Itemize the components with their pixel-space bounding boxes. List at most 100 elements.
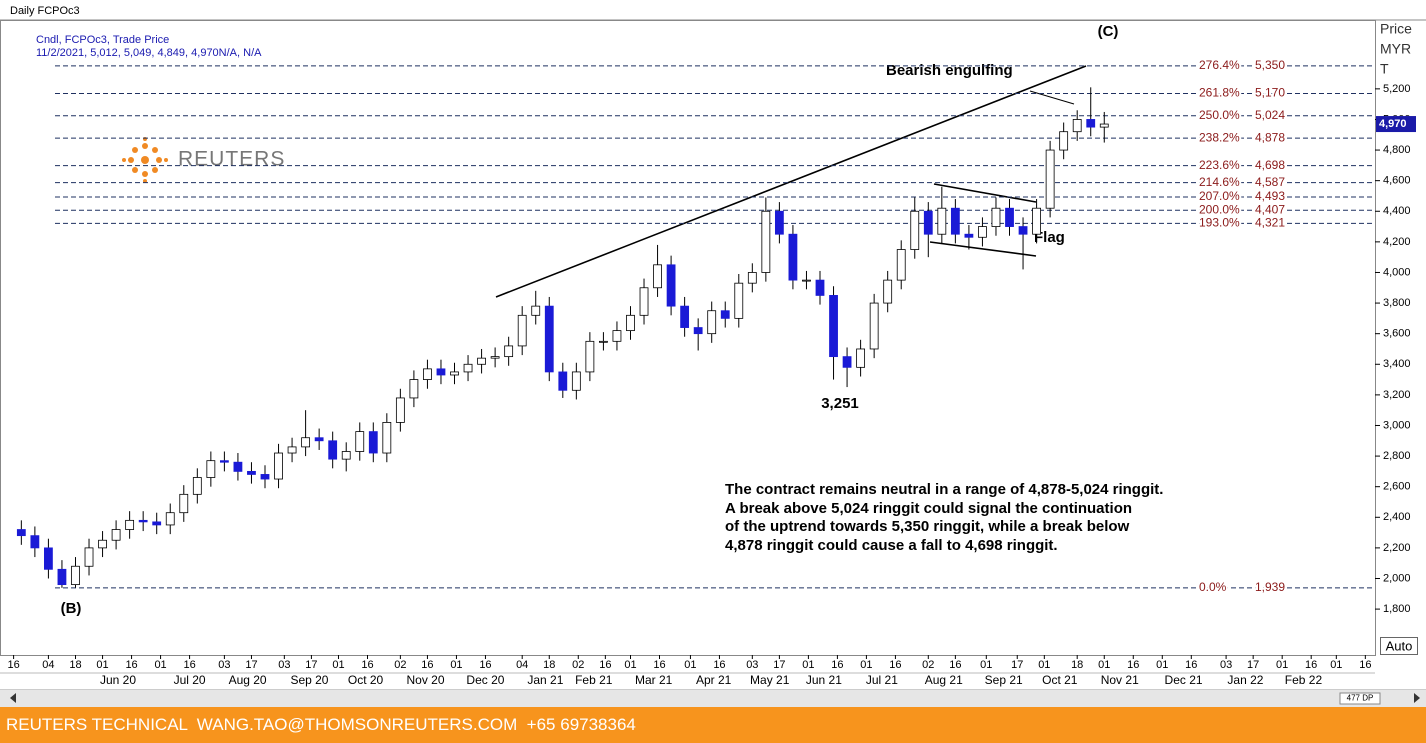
month-label: Nov 21: [1101, 673, 1139, 687]
x-tick-label: 01: [154, 659, 166, 671]
x-tick-label: 16: [125, 659, 137, 671]
trendlines: [495, 65, 1087, 298]
x-tick-label: 03: [746, 659, 758, 671]
month-label: Aug 21: [925, 673, 963, 687]
candle-body: [599, 340, 608, 343]
x-tick-label: 02: [394, 659, 406, 671]
x-tick-label: 01: [1330, 659, 1342, 671]
candle-body: [653, 264, 662, 289]
month-label: Nov 20: [406, 673, 444, 687]
level-pct: 200.0%: [1199, 202, 1240, 216]
month-label: Dec 21: [1165, 673, 1203, 687]
level-value: 5,024: [1255, 108, 1285, 122]
candle-body: [125, 519, 135, 530]
candle-body: [991, 207, 1001, 227]
level-pct: 214.6%: [1199, 175, 1240, 189]
scroll-thumb[interactable]: [1339, 692, 1381, 705]
x-tick-label: 17: [1011, 659, 1023, 671]
candle-body: [192, 477, 202, 495]
scroll-track[interactable]: [0, 690, 1426, 707]
axis-title: T: [1380, 61, 1389, 77]
month-label: Jun 21: [806, 673, 842, 687]
level-value: 4,878: [1255, 130, 1285, 144]
y-tick-label: 3,600: [1383, 328, 1411, 340]
scroll-left[interactable]: [10, 693, 16, 703]
candle-body: [1072, 119, 1082, 133]
scrollbar[interactable]: 477 DP: [0, 690, 1426, 707]
x-tick-label: 01: [1098, 659, 1110, 671]
auto-button[interactable]: Auto: [1380, 637, 1418, 655]
month-label: Dec 20: [466, 673, 504, 687]
candle-body: [274, 452, 283, 480]
month-label: Feb 22: [1285, 673, 1323, 687]
x-tick-label: 01: [1156, 659, 1168, 671]
candle-body: [571, 371, 581, 391]
x-tick-label: 16: [183, 659, 195, 671]
level-value: 4,321: [1255, 216, 1285, 230]
candle-body: [964, 233, 974, 238]
y-tick-label: 4,600: [1383, 175, 1411, 187]
candle-body: [16, 529, 26, 537]
window-title: Daily FCPOc3: [10, 5, 80, 17]
legend-line: Cndl, FCPOc3, Trade Price: [36, 34, 169, 46]
candle-body: [1018, 226, 1028, 235]
candle-body: [1032, 207, 1041, 235]
candles: [16, 87, 1109, 588]
month-label: Jan 22: [1227, 673, 1263, 687]
candle-body: [368, 431, 378, 454]
level-pct: 207.0%: [1199, 189, 1240, 203]
candle-body: [328, 440, 338, 460]
candle-body: [1005, 207, 1014, 227]
level-value: 1,939: [1255, 580, 1285, 594]
commentary-line: 4,878 ringgit could cause a fall to 4,69…: [725, 537, 1058, 554]
month-label: Sep 20: [290, 673, 328, 687]
candle-body: [937, 207, 947, 235]
button-label[interactable]: Auto: [1386, 638, 1413, 653]
x-tick-label: 02: [922, 659, 934, 671]
candle-body: [734, 282, 744, 319]
x-tick-label: 16: [1305, 659, 1317, 671]
candle-body: [111, 529, 121, 541]
commentary: The contract remains neutral in a range …: [725, 481, 1163, 554]
level-value: 5,170: [1255, 86, 1285, 100]
x-tick-label: 04: [42, 659, 54, 671]
candle-body: [355, 431, 365, 452]
month-label: Oct 20: [348, 673, 384, 687]
y-tick-label: 4,000: [1383, 266, 1411, 278]
candle-body: [802, 279, 811, 282]
x-tick-label: 02: [572, 659, 584, 671]
level-value: 4,587: [1255, 175, 1285, 189]
y-tick-label: 2,800: [1383, 450, 1411, 462]
month-label: Jul 20: [174, 673, 206, 687]
x-tick-label: 01: [684, 659, 696, 671]
candle-body: [301, 437, 311, 448]
candle-body: [287, 446, 297, 454]
candle-body: [842, 356, 852, 368]
level-value: 4,698: [1255, 158, 1285, 172]
pointer-line: [1029, 90, 1075, 105]
candle-body: [815, 279, 825, 296]
candle-body: [477, 357, 486, 365]
candle-body: [395, 397, 405, 423]
level-value: 5,350: [1255, 58, 1285, 72]
candle-body: [341, 451, 351, 460]
level-pct: 238.2%: [1199, 130, 1240, 144]
scroll-right[interactable]: [1414, 693, 1420, 703]
annotation: 3,251: [821, 395, 859, 412]
button-frame[interactable]: [1380, 637, 1418, 655]
logo-icon: [122, 137, 168, 183]
x-tick-label: 16: [421, 659, 433, 671]
level-pct: 261.8%: [1199, 86, 1240, 100]
x-tick-label: 16: [713, 659, 725, 671]
candle-body: [720, 310, 730, 319]
flag-line: [933, 183, 1037, 203]
candle-body: [179, 493, 189, 514]
last-price-label: 4,970: [1379, 118, 1407, 130]
x-tick-label: 01: [1038, 659, 1050, 671]
candle-body: [869, 302, 879, 350]
candle-body: [896, 249, 906, 281]
x-tick-label: 04: [516, 659, 528, 671]
x-tick-label: 01: [802, 659, 814, 671]
level-pct: 250.0%: [1199, 108, 1240, 122]
month-label: Mar 21: [635, 673, 673, 687]
